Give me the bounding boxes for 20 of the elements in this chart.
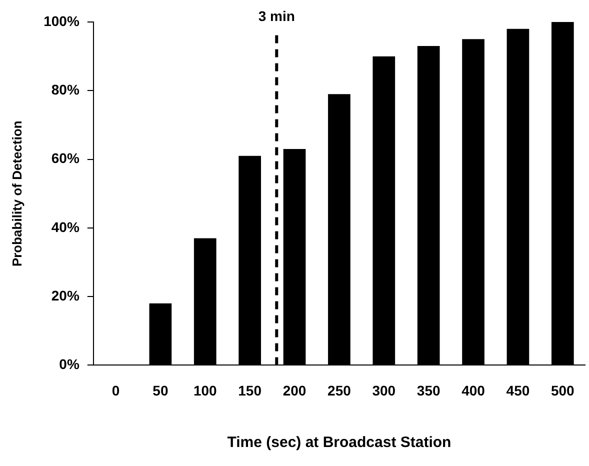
x-tick-label: 250 [328,382,352,398]
x-tick-label: 50 [152,382,168,398]
y-tick-label: 40% [51,218,80,235]
x-tick-label: 500 [550,382,575,398]
x-tick-label: 450 [506,382,530,398]
x-tick-label: 400 [462,382,486,398]
x-tick-label: 300 [372,382,396,398]
x-tick-label: 100 [193,382,218,398]
x-tick-label: 150 [238,382,262,398]
x-tick-label: 0 [112,382,120,398]
y-tick-label: 80% [51,82,80,98]
y-tick-label: 60% [51,150,80,166]
y-tick-label: 20% [51,287,80,304]
y-axis-title: Probability of Detection [9,120,24,267]
ref-line-label: 3 min [258,8,295,24]
x-tick-label: 200 [282,382,306,398]
y-tick-label: 0% [59,356,80,372]
x-axis-title: Time (sec) at Broadcast Station [227,434,452,452]
x-tick-label: 350 [416,382,440,398]
y-tick-label: 100% [44,12,80,29]
